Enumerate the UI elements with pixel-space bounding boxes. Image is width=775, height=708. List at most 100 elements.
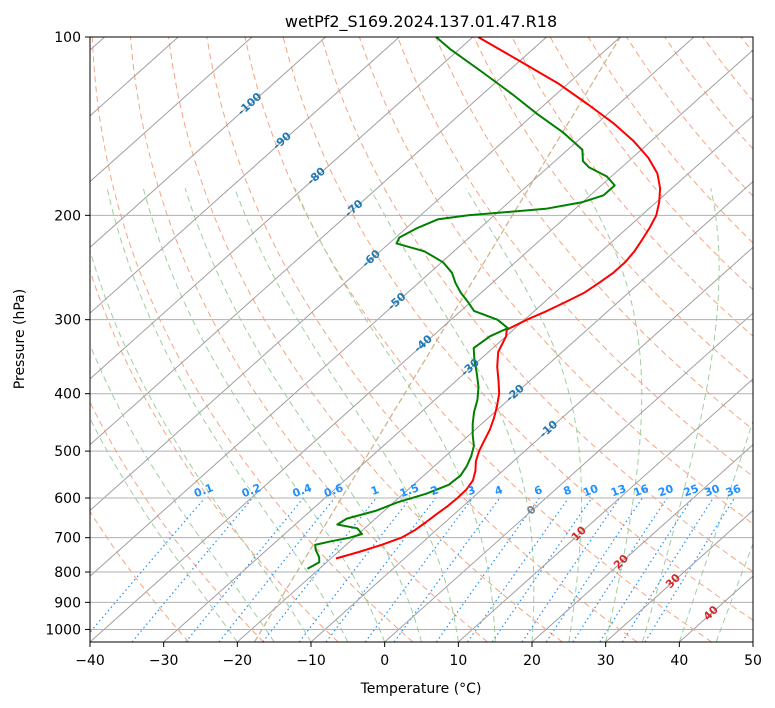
mixing-ratio-label: 20 [656,482,675,500]
mixing-ratio-line [599,497,693,642]
isotherm-line [90,37,621,512]
mixing-ratio-label: 8 [562,483,574,498]
dry-adiabat-line [549,37,753,291]
isotherm-line [605,509,753,642]
y-axis-label: Pressure (hPa) [12,289,28,389]
dry-adiabat-line [90,510,190,642]
mixing-ratio-line [521,497,621,642]
mixing-ratio-label: 4 [493,483,505,498]
mixing-ratio-label: 6 [532,483,544,498]
dry-adiabat-line [511,37,753,337]
moist-adiabat-line [184,188,422,642]
dry-adiabat-line [90,269,339,642]
y-tick-label: 200 [54,208,81,224]
isotherm-line [458,378,753,642]
mixing-ratio-label: 0.1 [192,481,215,500]
mixing-ratio-label: 16 [632,482,651,500]
mixing-ratio-line [393,497,501,642]
y-tick-label: 800 [54,565,81,581]
isotherm-line [90,37,474,380]
dry-adiabat-line [130,37,488,642]
isotherm-line [90,49,753,642]
mixing-ratio-label: 3 [466,483,478,498]
dry-adiabat-line [206,37,638,642]
dry-adiabat-line [473,37,753,384]
plot-area: -100-90-80-70-60-50-40-30-20-100.1 0.2 0.4… [90,37,753,642]
x-tick-label: 50 [744,653,762,669]
chart-title: wetPf2_S169.2024.137.01.47.R18 [285,12,557,32]
temperature-profile [335,37,662,560]
dry-adiabat-line [397,37,753,478]
y-tick-label: 700 [54,531,81,547]
mixing-ratio-line [364,497,474,642]
isotherm-line [90,37,547,446]
sounding-profiles [307,37,662,570]
x-tick-label: 0 [380,653,389,669]
x-tick-label: −20 [223,653,253,669]
mixing-ratio-line [491,497,593,642]
y-tick-label: 500 [54,444,81,460]
moist-adiabat-line [584,187,643,642]
isotherm-line [90,37,400,314]
x-tick-label: −10 [296,653,326,669]
moist-adiabat-line [142,188,386,642]
isotherm-line [531,444,753,642]
plot-frame [89,36,754,643]
x-axis-ticks: −40 −30 −20 −10 0 10 20 30 40 50 [75,642,762,669]
mixing-ratio-label: 1.5 [398,481,421,500]
moist-adiabat-line [106,188,349,642]
isotherm-line [237,180,753,642]
y-axis-ticks: 1000 900 800 700 600 500 400 300 200 100 [45,30,90,638]
isotherm-line [90,37,695,577]
mixing-ratio-line [325,497,437,642]
mixing-ratio-label: 0.2 [240,481,263,500]
dry-adiabat-line [435,37,753,431]
x-tick-label: 30 [597,653,615,669]
moist-adiabat-line [642,188,720,642]
mixing-ratio-line [572,497,668,642]
x-tick-label: 10 [449,653,467,669]
mixing-ratio-line [644,497,736,642]
mixing-ratio-label: 0.6 [322,481,345,500]
mixing-ratio-line [435,497,540,642]
x-tick-label: 40 [670,653,688,669]
mixing-ratio-line [621,497,714,642]
mixing-ratio-label: 2 [429,483,441,498]
mixing-ratio-label: 30 [703,482,722,500]
moist-adiabat-line [234,188,459,642]
dry-adiabat-line [282,37,753,621]
isotherm-line [163,115,753,642]
dry-adiabat-line [168,37,563,642]
y-tick-label: 300 [54,313,81,329]
y-tick-label: 100 [54,30,81,46]
moist-adiabat-line [294,187,496,642]
mixing-ratio-label: 25 [682,482,701,499]
mixing-ratio-label: 1 [369,483,381,498]
moist-adiabat-line [678,419,753,642]
mixing-ratio-label: 0.4 [291,481,314,500]
y-tick-label: 400 [54,387,81,403]
isotherm-line [90,37,253,183]
mixing-ratio-line [467,497,570,642]
y-tick-label: 600 [54,491,81,507]
moist-adiabat-line [90,248,312,642]
x-tick-label: −40 [75,653,105,669]
dry-adiabat-line [320,37,753,573]
mixing-ratio-label: 10 [581,482,600,500]
x-tick-label: 20 [523,653,541,669]
mixing-ratio-line [90,497,206,634]
mixing-ratio-label: 13 [609,482,628,499]
mixing-ratio-line [545,497,643,642]
dewpoint-profile [307,37,616,570]
isotherm-line [90,37,326,249]
x-axis-label: Temperature (°C) [360,681,482,697]
isotherm-line [384,312,753,642]
mixing-ratio-label: 36 [724,482,743,500]
moist-adiabat-line [715,542,753,642]
skewed-isotherms [90,37,753,642]
isobar-gridlines [90,37,753,630]
isotherm-line [310,246,753,642]
y-tick-label: 900 [54,595,81,611]
